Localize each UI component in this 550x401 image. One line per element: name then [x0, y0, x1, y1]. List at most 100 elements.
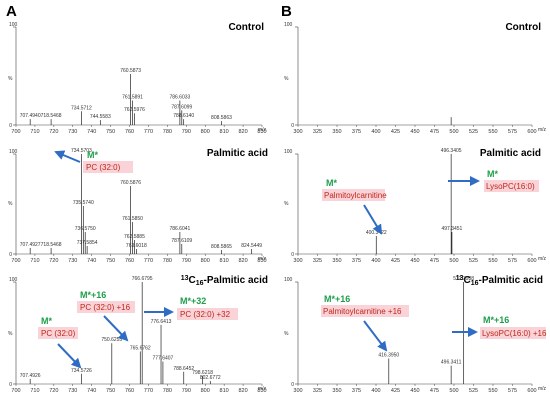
x-tick-label: 700: [11, 388, 20, 394]
peak-label: 750.6255: [101, 337, 122, 343]
x-tick-label: 550: [488, 258, 497, 264]
peak-label: 777.6407: [152, 356, 173, 362]
x-tick-label: 770: [144, 388, 153, 394]
chart-b3-ylabel: %: [284, 331, 289, 337]
chart-b1-title: Control: [505, 22, 541, 33]
x-tick-label: 450: [410, 258, 419, 264]
x-tick-label: 750: [106, 129, 115, 135]
x-tick-label: 475: [430, 129, 439, 135]
x-tick-label: 575: [508, 388, 517, 394]
peak-label: 512.3938: [453, 276, 474, 282]
x-tick-label: 400: [371, 129, 380, 135]
chart-b3-ytick-100: 100: [284, 277, 293, 283]
x-tick-label: 780: [163, 258, 172, 264]
x-tick-label: 500: [449, 129, 458, 135]
x-tick-label: 375: [352, 129, 361, 135]
chart-b3-title: 13C16-Palmitic acid: [456, 275, 543, 287]
peak-label: 734.5726: [71, 368, 92, 374]
b3-annot2-name: LysoPC(16:0) +16: [482, 329, 547, 338]
x-tick-label: 810: [220, 129, 229, 135]
peak-label: 787.6099: [171, 104, 192, 110]
y-tick-label: 0: [9, 252, 12, 258]
chart-a1-title: Control: [228, 22, 264, 33]
chart-a2-xlabel: m/z: [258, 256, 267, 262]
b3-annot1-bg: [321, 305, 409, 317]
peak-label: 761.5891: [122, 95, 143, 101]
a3-annot3-name: PC (32:0) +32: [180, 310, 231, 319]
x-tick-label: 400: [371, 388, 380, 394]
a3-annot1-bg: [38, 327, 78, 339]
chart-a2-title: Palmitic acid: [207, 148, 268, 159]
a3-annot3-bg: [177, 308, 238, 320]
x-tick-label: 760: [125, 129, 134, 135]
peak-label: 718.5468: [41, 113, 62, 119]
a3-annot2-arrow: [103, 315, 129, 342]
x-tick-label: 740: [87, 258, 96, 264]
b2-annot2-head: M*: [487, 169, 498, 179]
b2-annot2-name: LysoPC(16:0): [486, 182, 535, 191]
x-tick-label: 780: [163, 388, 172, 394]
peak-label: 734.5712: [71, 105, 92, 111]
x-tick-label: 810: [220, 388, 229, 394]
a3-annot1-head: M*: [41, 316, 52, 326]
x-tick-label: 500: [449, 388, 458, 394]
a2-annot-arrow: [54, 150, 81, 163]
peak-label: 787.6109: [171, 238, 192, 244]
peak-label: 416.3950: [378, 353, 399, 359]
x-tick-label: 780: [163, 129, 172, 135]
peak-label: 497.3451: [441, 226, 462, 232]
b3-annot1-head: M*+16: [324, 294, 350, 304]
x-tick-label: 740: [87, 129, 96, 135]
x-tick-label: 720: [49, 129, 58, 135]
x-tick-label: 325: [313, 129, 322, 135]
x-tick-label: 820: [238, 258, 247, 264]
x-tick-label: 830: [257, 258, 266, 264]
x-tick-label: 800: [201, 388, 210, 394]
x-tick-label: 500: [449, 258, 458, 264]
x-tick-label: 790: [182, 388, 191, 394]
x-tick-label: 740: [87, 388, 96, 394]
x-tick-label: 730: [68, 129, 77, 135]
x-tick-label: 710: [30, 388, 39, 394]
panel-letter-a: A: [6, 3, 17, 20]
peak-label: 765.6762: [130, 345, 151, 351]
b3-annot2-head: M*+16: [483, 315, 509, 325]
chart-a2-ylabel: %: [8, 201, 13, 207]
x-tick-label: 710: [30, 258, 39, 264]
b2-annot1-bg: [322, 189, 385, 201]
peak-label: 788.6140: [173, 113, 194, 119]
x-tick-label: 525: [469, 388, 478, 394]
a3-annot2-name: PC (32:0) +16: [80, 303, 131, 312]
x-tick-label: 450: [410, 388, 419, 394]
x-tick-label: 350: [332, 258, 341, 264]
x-tick-label: 810: [220, 258, 229, 264]
peak-label: 808.5865: [211, 244, 232, 250]
x-tick-label: 700: [11, 129, 20, 135]
x-tick-label: 325: [313, 258, 322, 264]
x-tick-label: 300: [293, 129, 302, 135]
chart-a3-xlabel: m/z: [258, 386, 267, 392]
chart-b2-xlabel: m/z: [538, 256, 547, 262]
chart-a3-title: 13C16-Palmitic acid: [181, 275, 268, 287]
chart-b1-ylabel: %: [284, 76, 289, 82]
x-tick-label: 760: [125, 258, 134, 264]
peak-label: 761.5850: [122, 216, 143, 222]
peak-label: 776.6413: [151, 319, 172, 325]
x-tick-label: 425: [391, 258, 400, 264]
chart-b2-ylabel: %: [284, 201, 289, 207]
x-tick-label: 550: [488, 129, 497, 135]
y-tick-label: 0: [9, 123, 12, 129]
chart-a1-ylabel: %: [8, 76, 13, 82]
x-tick-label: 730: [68, 388, 77, 394]
y-tick-label: 0: [291, 252, 294, 258]
peak-label: 744.5583: [90, 114, 111, 120]
chart-a3-ytick-100: 100: [9, 277, 18, 283]
x-tick-label: 730: [68, 258, 77, 264]
chart-b2-ytick-100: 100: [284, 149, 293, 155]
